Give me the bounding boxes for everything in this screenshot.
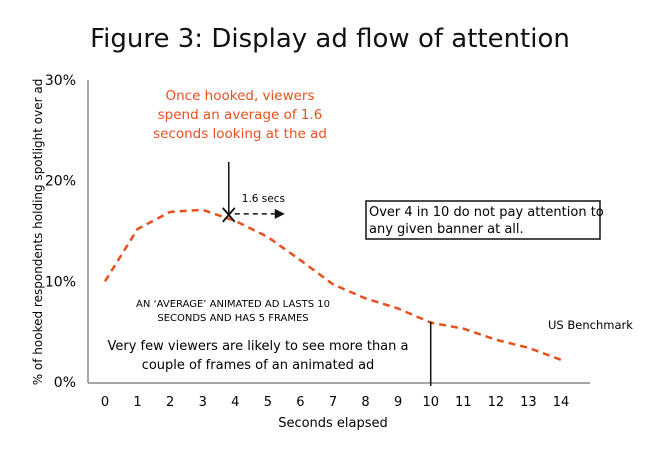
few-viewers-line-1: Very few viewers are likely to see more … (108, 339, 409, 354)
arrow-head-icon (274, 208, 285, 219)
y-tick-label: 10% (45, 274, 76, 290)
y-tick-label: 0% (54, 375, 76, 391)
x-tick-label: 3 (199, 395, 207, 410)
few-viewers-line-2: couple of frames of an animated ad (142, 358, 375, 373)
x-tick-label: 2 (166, 395, 174, 410)
chart-title: Figure 3: Display ad flow of attention (90, 24, 570, 54)
x-tick-label: 9 (394, 395, 402, 410)
x-tick-label: 7 (329, 395, 337, 410)
x-tick-label: 5 (264, 395, 272, 410)
hooked-note-line-1: Once hooked, viewers (165, 88, 314, 104)
x-tick-label: 1 (133, 395, 141, 410)
x-tick-label: 6 (296, 395, 304, 410)
x-axis-label: Seconds elapsed (278, 416, 388, 431)
hooked-note-line-2: spend an average of 1.6 (158, 107, 323, 123)
x-tick-label: 12 (488, 395, 505, 410)
x-tick-label: 10 (422, 395, 439, 410)
hooked-note-line-3: seconds looking at the ad (153, 126, 327, 142)
x-tick-label: 8 (361, 395, 369, 410)
x-tick-label: 13 (520, 395, 537, 410)
y-tick-label: 30% (45, 73, 76, 89)
box-note-line-1: Over 4 in 10 do not pay attention to (369, 205, 604, 220)
marker-label: 1.6 secs (242, 193, 285, 205)
attention-callout-box (365, 200, 601, 240)
x-tick-label: 11 (455, 395, 472, 410)
y-axis-label: % of hooked respondents holding spotligh… (31, 79, 45, 386)
y-tick-label: 20% (45, 174, 76, 190)
box-note-line-2: any given banner at all. (369, 222, 524, 237)
x-tick-label: 4 (231, 395, 239, 410)
x-tick-label: 14 (553, 395, 570, 410)
series-label: US Benchmark (548, 318, 633, 332)
x-marker-icon (222, 207, 236, 223)
average-note-line-1: AN ‘AVERAGE’ ANIMATED AD LASTS 10 (136, 299, 330, 310)
average-note-line-2: SECONDS AND HAS 5 FRAMES (157, 313, 308, 324)
x-tick-label: 0 (101, 395, 109, 410)
